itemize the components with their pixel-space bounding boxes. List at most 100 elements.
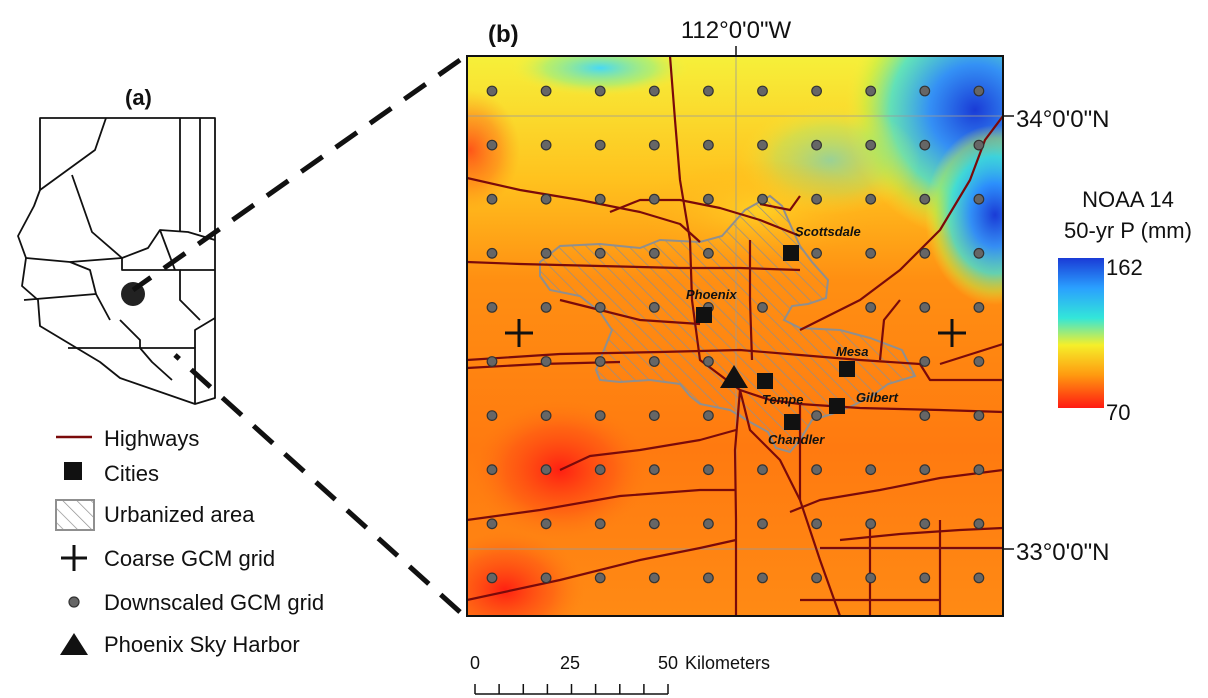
legend-urbanized: Urbanized area bbox=[104, 502, 255, 527]
grid-dot bbox=[865, 247, 877, 259]
grid-dot bbox=[540, 410, 552, 422]
grid-dot bbox=[973, 85, 985, 97]
label-mesa: Mesa bbox=[836, 344, 869, 359]
city-marker-phoenix bbox=[696, 307, 712, 323]
legend-airport-symbol bbox=[60, 633, 88, 655]
label-chandler: Chandler bbox=[768, 432, 825, 447]
grid-dot bbox=[486, 410, 498, 422]
grid-dot bbox=[919, 464, 931, 476]
grid-dot bbox=[919, 193, 931, 205]
grid-dot bbox=[973, 193, 985, 205]
grid-dot bbox=[540, 464, 552, 476]
grid-dot bbox=[919, 518, 931, 530]
grid-dot bbox=[486, 139, 498, 151]
zoom-connector-lines bbox=[131, 57, 462, 614]
grid-dot bbox=[811, 572, 822, 584]
longitude-label: 112°0'0"W bbox=[681, 17, 792, 44]
legend-highways: Highways bbox=[104, 426, 199, 451]
grid-dot bbox=[811, 464, 822, 476]
legend: Highways Cities Urbanized area Coarse GC… bbox=[55, 426, 324, 657]
grid-dot bbox=[973, 302, 985, 313]
grid-dot bbox=[648, 247, 660, 259]
grid-dot bbox=[486, 85, 498, 97]
grid-dot bbox=[594, 464, 606, 476]
city-marker-scottsdale bbox=[783, 245, 799, 261]
grid-dot bbox=[919, 356, 931, 367]
panel-a-label: (a) bbox=[125, 85, 152, 110]
grid-dot bbox=[973, 139, 985, 151]
grid-dot bbox=[486, 464, 498, 476]
grid-dot bbox=[811, 518, 822, 530]
grid-dot bbox=[648, 139, 660, 151]
grid-dot bbox=[648, 85, 660, 97]
label-scottsdale: Scottsdale bbox=[795, 224, 861, 239]
grid-dot bbox=[594, 302, 606, 313]
grid-dot bbox=[648, 302, 660, 313]
grid-dot bbox=[865, 139, 877, 151]
grid-dot bbox=[865, 85, 877, 97]
grid-dot bbox=[757, 572, 768, 584]
coarse-grid-cross-west bbox=[505, 319, 533, 347]
grid-dot bbox=[919, 85, 931, 97]
label-phoenix: Phoenix bbox=[686, 287, 737, 302]
grid-dot bbox=[540, 572, 552, 584]
grid-dot bbox=[973, 572, 985, 584]
grid-dot bbox=[648, 356, 660, 367]
grid-dot bbox=[919, 572, 931, 584]
grid-dot bbox=[486, 302, 498, 313]
grid-dot bbox=[865, 302, 877, 313]
grid-dot bbox=[703, 410, 714, 422]
grid-dot bbox=[540, 356, 552, 367]
label-tempe: Tempe bbox=[762, 392, 803, 407]
grid-dot bbox=[594, 356, 606, 367]
grid-dot bbox=[594, 247, 606, 259]
lat-south-label: 33°0'0"N bbox=[1016, 539, 1109, 566]
grid-dot bbox=[648, 572, 660, 584]
colorbar-title-line2: 50-yr P (mm) bbox=[1064, 218, 1192, 243]
grid-dot bbox=[540, 302, 552, 313]
grid-dot bbox=[811, 410, 822, 422]
legend-dot-symbol bbox=[68, 596, 80, 608]
grid-dot bbox=[919, 139, 931, 151]
grid-dot bbox=[594, 410, 606, 422]
scale-tick-25: 25 bbox=[560, 653, 580, 673]
grid-dot bbox=[540, 85, 552, 97]
arizona-county-map bbox=[17, 117, 216, 405]
city-markers bbox=[696, 245, 855, 430]
grid-dot bbox=[648, 464, 660, 476]
map-frame bbox=[466, 55, 1004, 617]
grid-dot bbox=[703, 572, 714, 584]
grid-dot bbox=[757, 139, 768, 151]
colorbar-max: 162 bbox=[1106, 255, 1143, 280]
grid-dot bbox=[811, 85, 822, 97]
grid-dot bbox=[540, 518, 552, 530]
highways bbox=[467, 56, 1003, 616]
grid-dot bbox=[594, 518, 606, 530]
legend-airport: Phoenix Sky Harbor bbox=[104, 632, 300, 657]
grid-dot bbox=[973, 410, 985, 422]
grid-dot bbox=[540, 247, 552, 259]
grid-dot bbox=[703, 464, 714, 476]
downscaled-gcm-grid bbox=[486, 85, 985, 584]
legend-coarse: Coarse GCM grid bbox=[104, 546, 275, 571]
grid-dot bbox=[757, 464, 768, 476]
scale-bar: 0 25 50 Kilometers bbox=[470, 653, 770, 695]
grid-dot bbox=[757, 518, 768, 530]
grid-dot bbox=[865, 518, 877, 530]
grid-dot bbox=[594, 193, 606, 205]
grid-dot bbox=[594, 139, 606, 151]
grid-dot bbox=[486, 247, 498, 259]
city-marker-mesa bbox=[839, 361, 855, 377]
grid-dot bbox=[703, 518, 714, 530]
grid-dot bbox=[703, 85, 714, 97]
grid-dot bbox=[486, 193, 498, 205]
grid-dot bbox=[757, 85, 768, 97]
legend-cities: Cities bbox=[104, 461, 159, 486]
grid-dot bbox=[486, 572, 498, 584]
scale-tick-0: 0 bbox=[470, 653, 480, 673]
label-gilbert: Gilbert bbox=[856, 390, 899, 405]
grid-dot bbox=[973, 464, 985, 476]
city-marker-tempe bbox=[757, 373, 773, 389]
grid-dot bbox=[703, 356, 714, 367]
grid-dot bbox=[973, 356, 985, 367]
